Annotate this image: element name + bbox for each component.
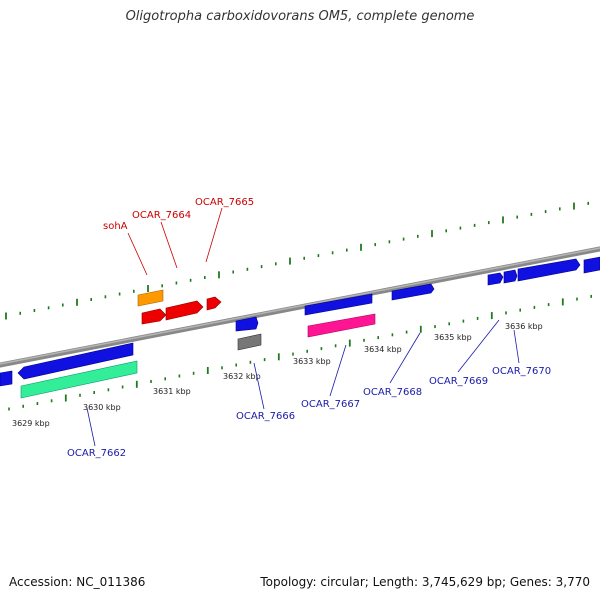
gene-arrow[interactable] bbox=[235, 316, 259, 332]
gene-OCAR_7666-shape[interactable] bbox=[237, 333, 262, 351]
gene-red-arrow[interactable] bbox=[141, 308, 167, 325]
gene-arrow[interactable] bbox=[0, 370, 13, 387]
kbp-label: 3630 kbp bbox=[83, 403, 121, 412]
gene-arrow[interactable] bbox=[503, 269, 518, 284]
map-title: Oligotropha carboxidovorans OM5, complet… bbox=[125, 9, 475, 24]
gene-OCAR_7662-shape[interactable] bbox=[20, 360, 138, 399]
lower-tick-row bbox=[8, 294, 593, 411]
gene-OCAR_7665-shape[interactable] bbox=[206, 296, 222, 311]
lower-gene-labels: OCAR_7662 OCAR_7666 OCAR_7667 OCAR_7668 … bbox=[67, 319, 551, 459]
leader-line bbox=[86, 407, 96, 447]
gene-label-OCAR_7669[interactable]: OCAR_7669 bbox=[429, 376, 488, 387]
kbp-label: 3634 kbp bbox=[364, 345, 402, 354]
gene-arrow[interactable] bbox=[17, 342, 134, 380]
gene-OCAR_7667-shape[interactable] bbox=[307, 313, 376, 338]
leader-line bbox=[160, 221, 178, 269]
features-upper bbox=[137, 289, 222, 325]
leader-line bbox=[205, 207, 223, 263]
kbp-label: 3633 kbp bbox=[293, 357, 331, 366]
gene-arrow[interactable] bbox=[304, 293, 373, 316]
genome-backbone-highlight bbox=[0, 247, 600, 365]
gene-arrow[interactable] bbox=[583, 256, 600, 274]
topology-summary: Topology: circular; Length: 3,745,629 bp… bbox=[260, 575, 590, 589]
kbp-label: 3632 kbp bbox=[223, 372, 261, 381]
gene-label-OCAR_7670[interactable]: OCAR_7670 bbox=[492, 366, 551, 377]
gene-label-OCAR_7664[interactable]: OCAR_7664 bbox=[132, 210, 191, 221]
kbp-label: 3635 kbp bbox=[434, 333, 472, 342]
kbp-scale: 3629 kbp 3630 kbp 3631 kbp 3632 kbp 3633… bbox=[12, 322, 543, 428]
gene-label-OCAR_7668[interactable]: OCAR_7668 bbox=[363, 387, 422, 398]
upper-gene-labels: sohA OCAR_7664 OCAR_7665 bbox=[103, 197, 254, 276]
kbp-label: 3631 kbp bbox=[153, 387, 191, 396]
gene-label-sohA[interactable]: sohA bbox=[103, 221, 128, 232]
gene-arrow[interactable] bbox=[487, 272, 504, 286]
accession-label: Accession: NC_011386 bbox=[9, 575, 146, 589]
leader-line bbox=[329, 344, 347, 397]
kbp-label: 3636 kbp bbox=[505, 322, 543, 331]
gene-arrow[interactable] bbox=[391, 283, 435, 301]
leader-line bbox=[253, 362, 265, 410]
features-forward bbox=[0, 256, 600, 387]
gene-label-OCAR_7667[interactable]: OCAR_7667 bbox=[301, 399, 360, 410]
gene-arrow[interactable] bbox=[517, 258, 581, 282]
gene-label-OCAR_7666[interactable]: OCAR_7666 bbox=[236, 411, 295, 422]
gene-sohA-shape[interactable] bbox=[137, 289, 164, 307]
features-reverse bbox=[20, 313, 376, 399]
upper-tick-row bbox=[5, 201, 590, 320]
gene-label-OCAR_7665[interactable]: OCAR_7665 bbox=[195, 197, 254, 208]
leader-line bbox=[127, 232, 148, 276]
gene-label-OCAR_7662[interactable]: OCAR_7662 bbox=[67, 448, 126, 459]
gene-OCAR_7664-shape[interactable] bbox=[165, 300, 204, 321]
kbp-label: 3629 kbp bbox=[12, 419, 50, 428]
genome-backbone bbox=[0, 246, 600, 368]
leader-line bbox=[513, 329, 520, 364]
leader-line bbox=[389, 332, 421, 384]
leader-line bbox=[457, 319, 500, 373]
